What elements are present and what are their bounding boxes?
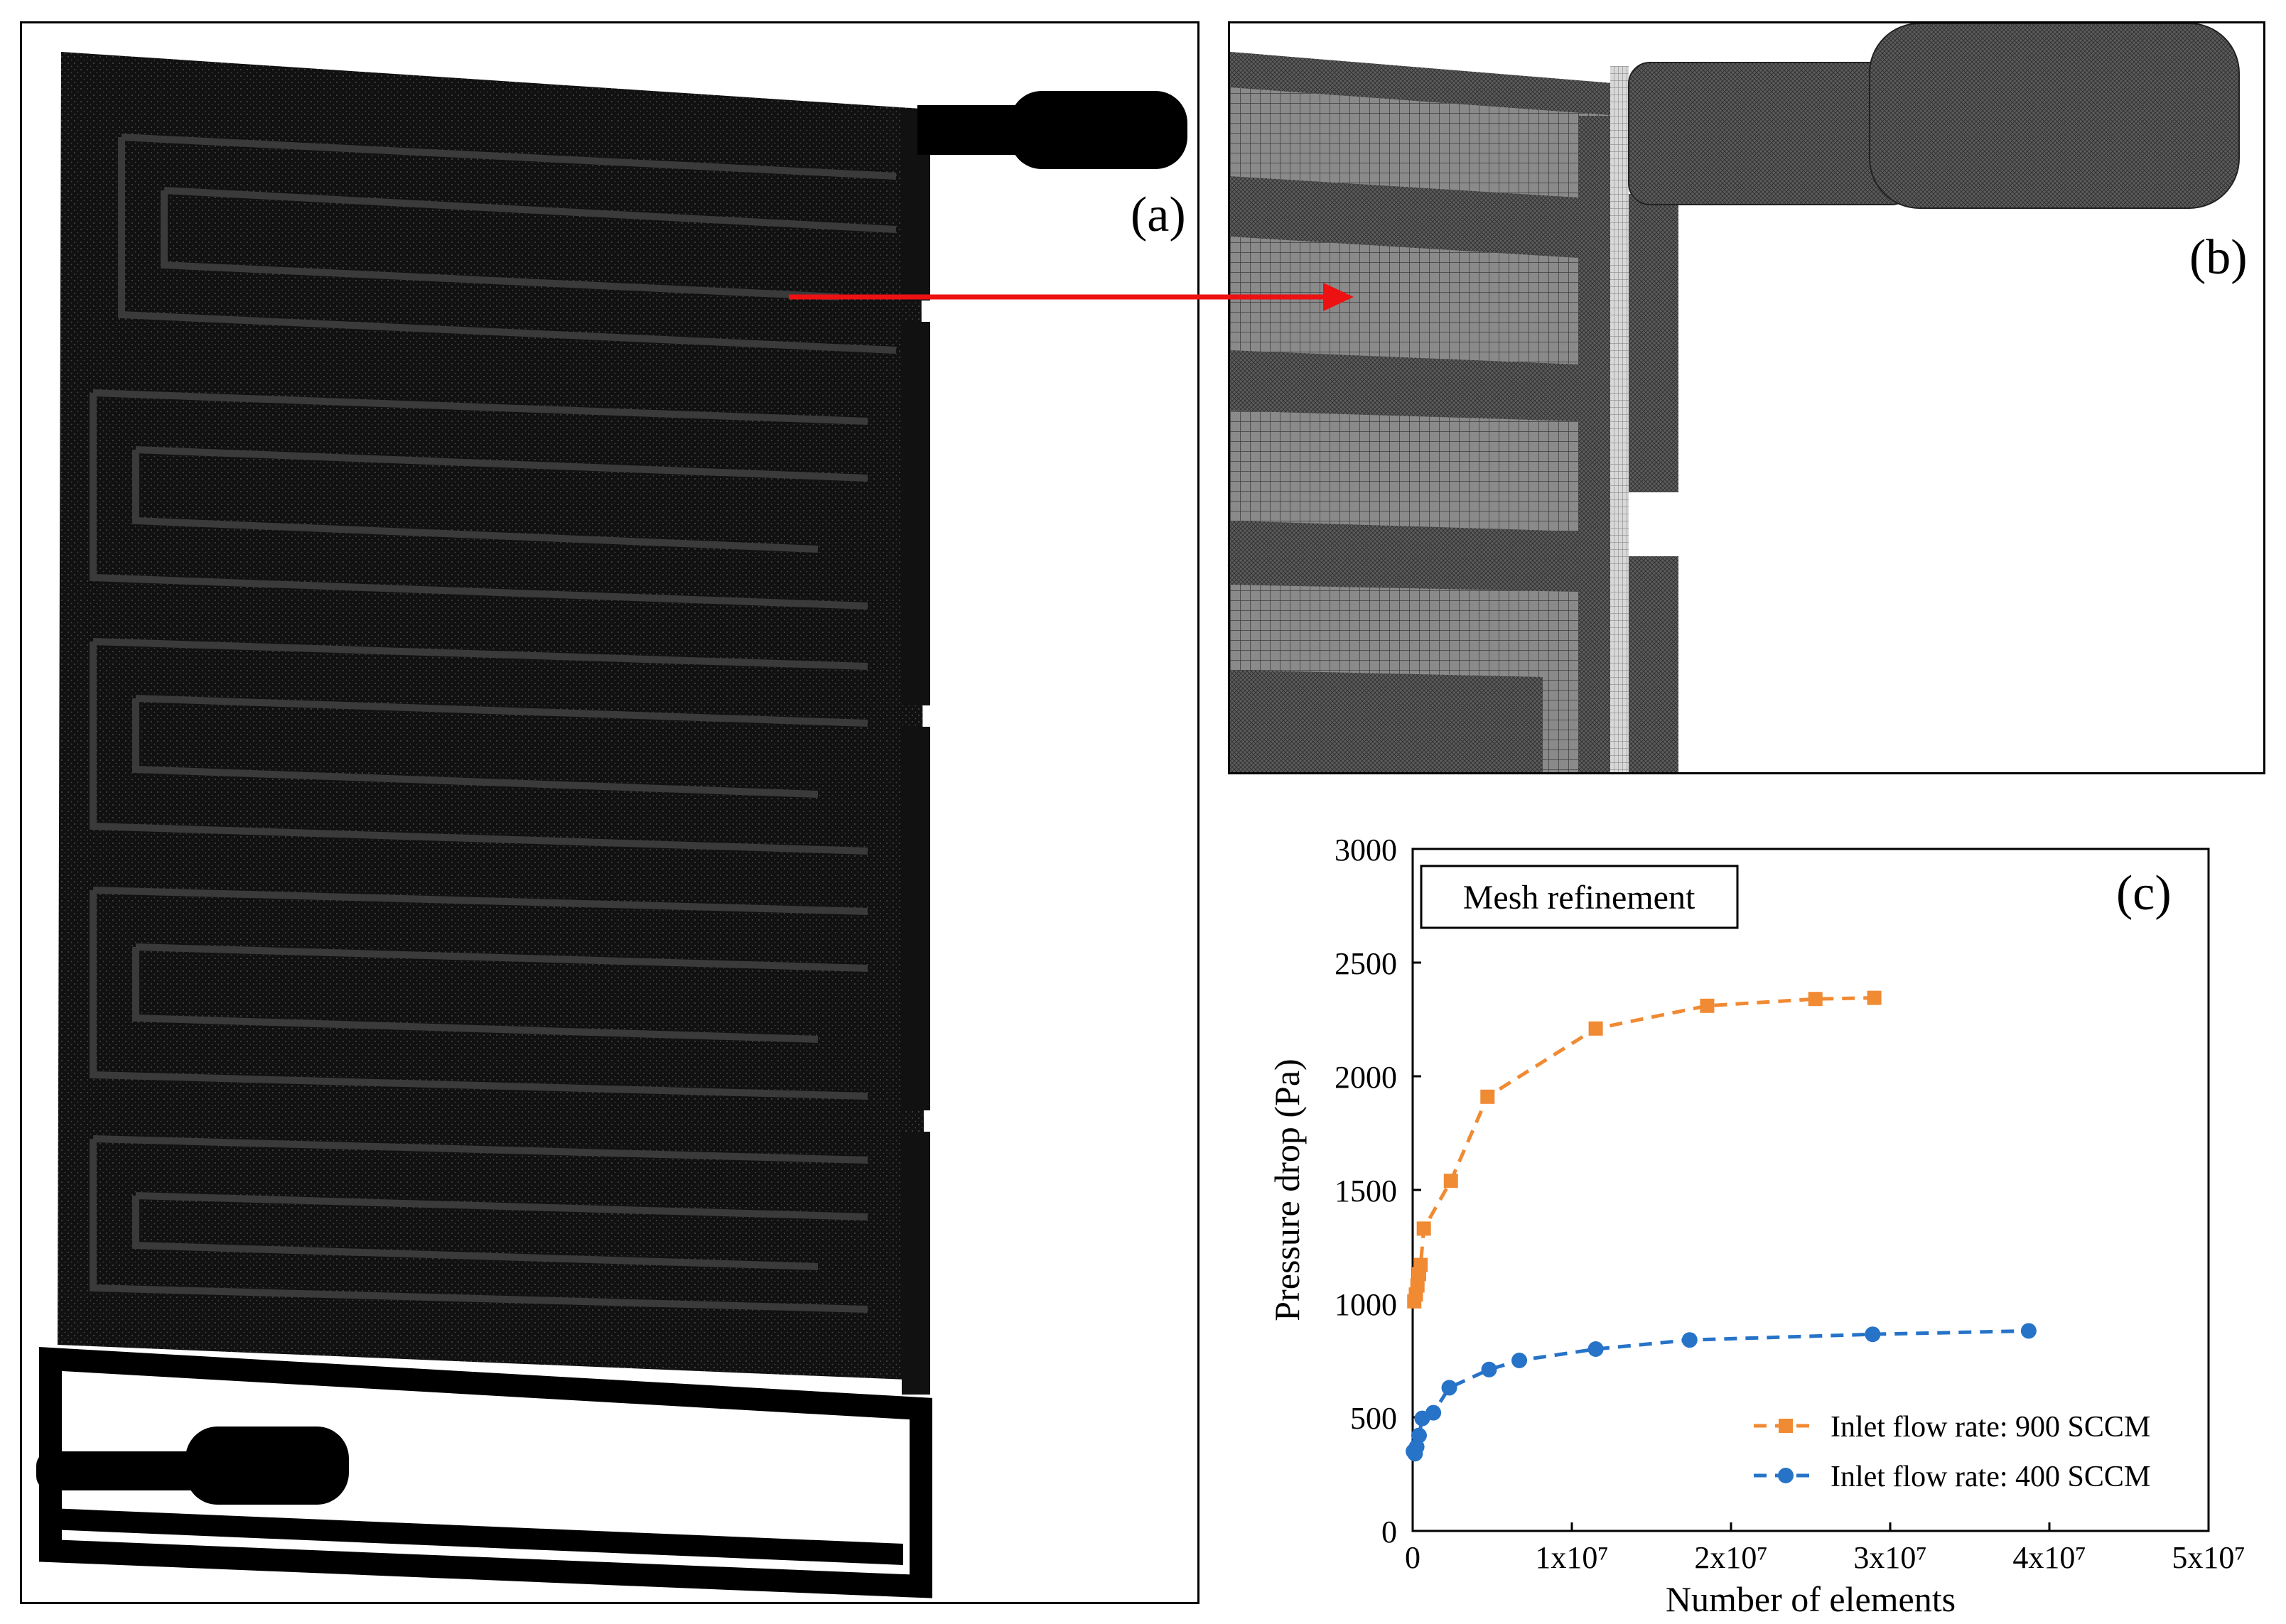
data-point-circle [1481,1361,1497,1377]
panel-b-mesh-zoom: (b) [1228,21,2265,774]
right-manifold [902,109,930,1395]
zoomed-mesh-drawing [1230,23,2240,772]
legend-marker [1778,1468,1794,1483]
serpentine-channels [90,134,897,1313]
legend-label: Inlet flow rate: 400 SCCM [1831,1461,2150,1493]
x-tick-label: 3x10⁷ [1853,1540,1926,1575]
y-axis-label: Pressure drop (Pa) [1267,1059,1307,1321]
y-tick-label: 500 [1350,1401,1397,1436]
data-point-circle [1511,1353,1528,1368]
outlet-pipe [36,1427,903,1565]
data-point-circle [2020,1323,2037,1339]
data-point-square [1867,990,1882,1005]
data-point-square [1443,1174,1458,1189]
arrow-head [1323,283,1354,311]
y-tick-label: 1000 [1335,1287,1397,1322]
panel-c-label: (c) [2116,866,2172,921]
legend-marker [1779,1419,1793,1433]
panel-a-mesh-overview: (a) [20,21,1199,1604]
flow-plate [58,52,924,1380]
x-tick-label: 4x10⁷ [2012,1540,2086,1575]
inlet-pipe-mesh [1628,23,2240,209]
y-axis-ticks: 0 500 1000 1500 2000 2500 3000 [1335,833,1421,1549]
panel-b-label: (b) [2189,230,2248,285]
data-point-circle [1441,1380,1457,1396]
flow-field-mesh-drawing [36,52,1187,1598]
chart-title: Mesh refinement [1463,879,1695,916]
x-axis-label: Number of elements [1666,1579,1956,1619]
manifold-blocks [1629,194,1678,772]
y-tick-label: 0 [1381,1515,1397,1549]
data-point-square [1410,1278,1425,1293]
x-axis-ticks: 0 1x10⁷ 2x10⁷ 3x10⁷ 4x10⁷ 5x10⁷ [1405,1522,2245,1575]
inlet-pipe [917,91,1187,169]
data-point-square [1808,992,1823,1007]
series-line [1412,996,1875,1302]
chart-title-box [1420,865,1739,929]
y-tick-label: 2000 [1335,1060,1397,1095]
data-point-circle [1425,1404,1442,1421]
data-point-square [1700,998,1715,1013]
y-tick-label: 3000 [1335,833,1397,867]
data-point-circle [1411,1427,1427,1444]
data-point-circle [1681,1332,1698,1348]
interface-strip [1610,66,1629,772]
data-point-square [1480,1089,1495,1104]
series-layer [1406,990,2037,1462]
data-point-square [1416,1221,1431,1236]
data-point-circle [1865,1326,1881,1343]
mesh-refinement-chart: 0 500 1000 1500 2000 2500 3000 0 1x10⁷ 2x10⁷ 3x10… [1267,833,2245,1619]
data-point-circle [1587,1341,1604,1357]
x-tick-label: 2x10⁷ [1694,1540,1767,1575]
panel-a-label: (a) [1131,188,1186,242]
y-tick-label: 2500 [1335,946,1397,981]
data-point-square [1413,1257,1428,1272]
data-point-square [1588,1021,1603,1036]
legend-label: Inlet flow rate: 900 SCCM [1831,1411,2150,1444]
x-tick-label: 0 [1405,1540,1420,1575]
x-tick-label: 5x10⁷ [2172,1540,2245,1575]
chart-legend: Inlet flow rate: 900 SCCM Inlet flow rate… [1754,1411,2150,1493]
y-tick-label: 1500 [1335,1174,1397,1208]
x-tick-label: 1x10⁷ [1535,1540,1608,1575]
